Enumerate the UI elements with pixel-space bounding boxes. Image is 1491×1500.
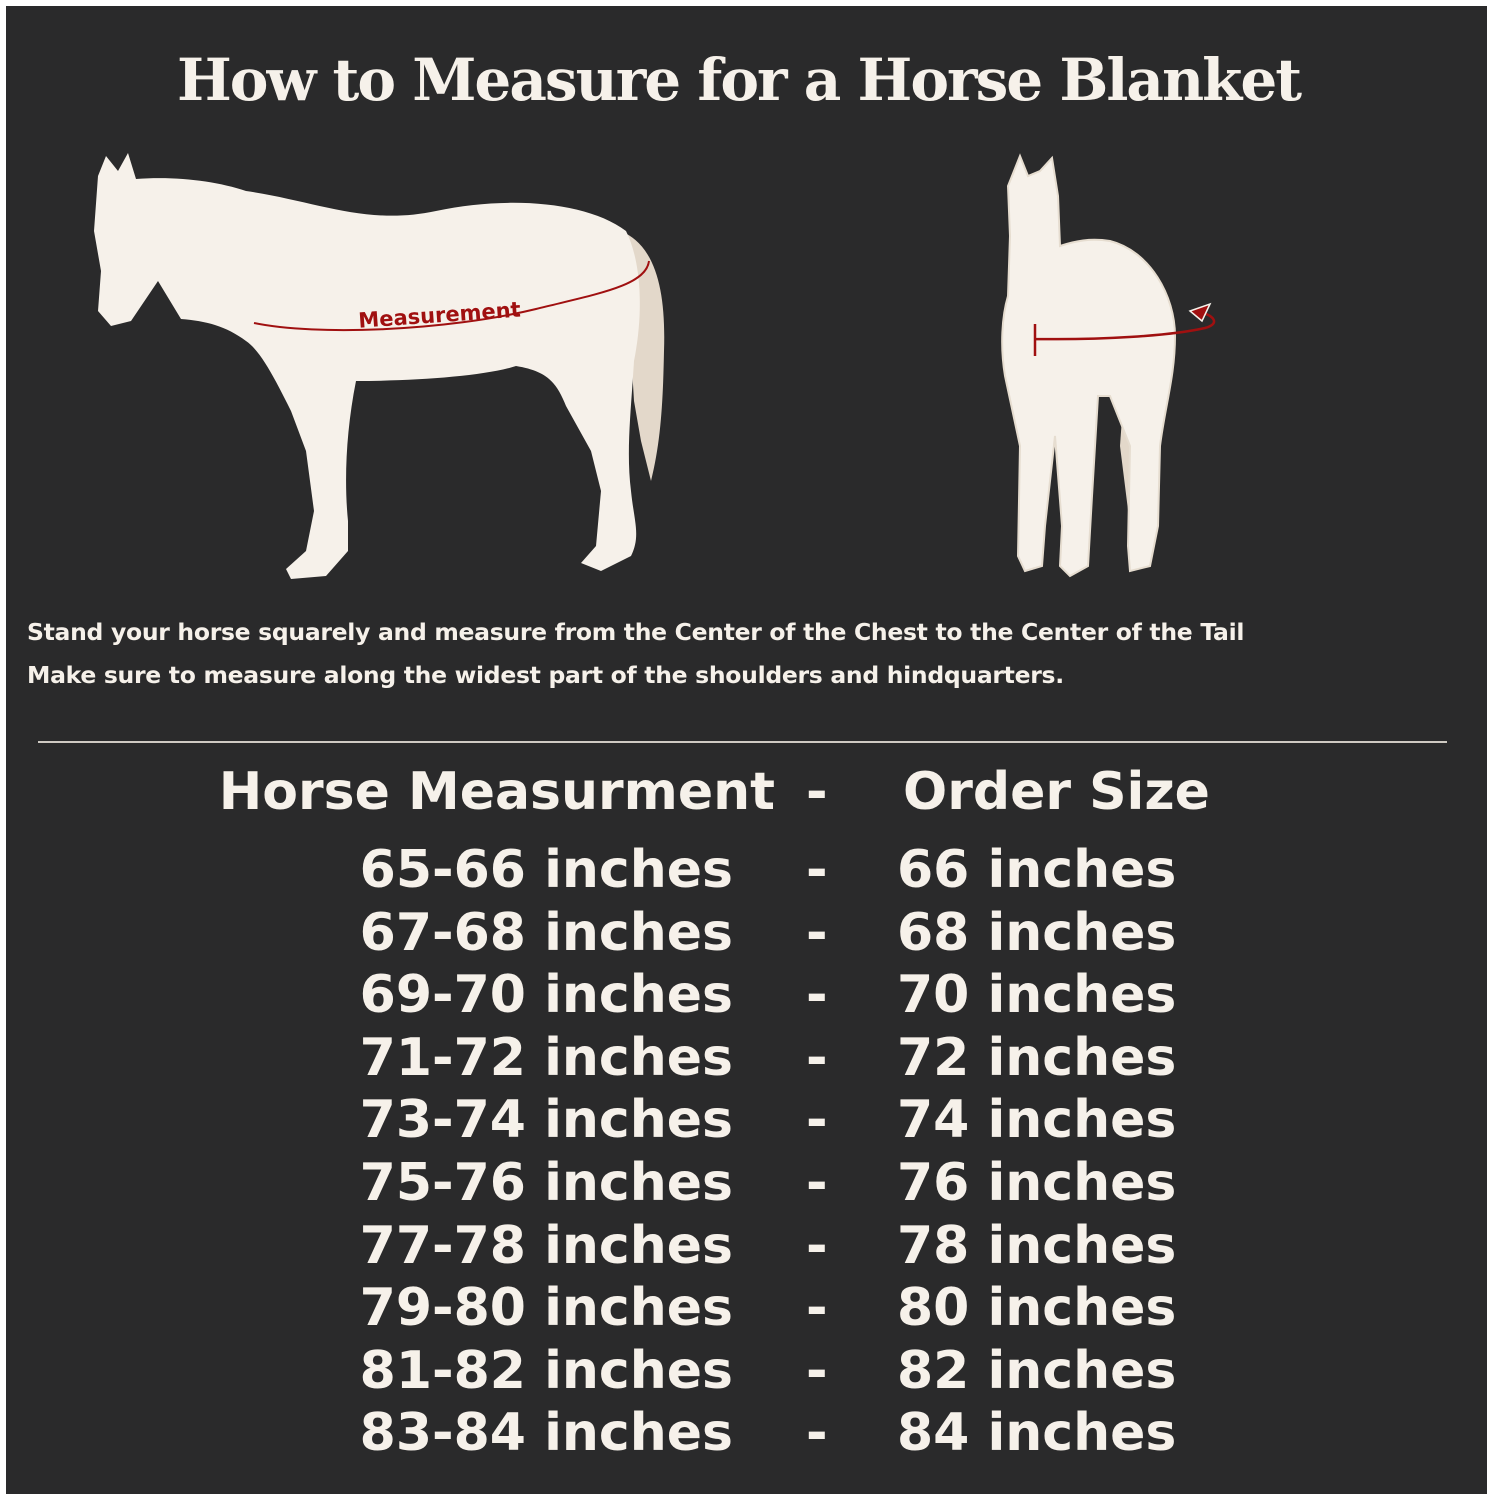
measurement-line (253, 260, 650, 332)
row-order-size: 80 inches (897, 1278, 1177, 1339)
table-row: 83-84 inches - 84 inches (6, 1402, 1487, 1464)
table-row: 81-82 inches - 82 inches (6, 1340, 1487, 1402)
divider (38, 741, 1447, 743)
table-row: 73-74 inches - 74 inches (6, 1089, 1487, 1151)
row-separator: - (806, 1215, 828, 1276)
front-horse-body (1001, 153, 1177, 578)
instruction-line-1: Stand your horse squarely and measure fr… (27, 618, 1245, 646)
header-separator: - (806, 762, 828, 822)
side-horse-illustration: Measurement (94, 153, 665, 579)
row-measurement: 83-84 inches (359, 1403, 733, 1464)
row-order-size: 78 inches (897, 1215, 1177, 1276)
row-order-size: 70 inches (897, 965, 1177, 1026)
arrow-head-icon (1188, 302, 1212, 323)
size-table-header: Horse Measurment - Order Size (6, 761, 1487, 823)
row-order-size: 82 inches (897, 1340, 1177, 1401)
table-row: 75-76 inches - 76 inches (6, 1152, 1487, 1214)
row-measurement: 65-66 inches (359, 840, 733, 900)
row-separator: - (806, 1153, 828, 1213)
row-order-size: 76 inches (897, 1153, 1177, 1213)
row-separator: - (806, 1278, 828, 1339)
row-order-size: 66 inches (897, 840, 1177, 900)
row-order-size: 68 inches (897, 902, 1177, 963)
table-row: 79-80 inches - 80 inches (6, 1277, 1487, 1339)
row-separator: - (806, 1340, 828, 1401)
page-title: How to Measure for a Horse Blanket (176, 46, 1302, 114)
row-separator: - (806, 1090, 828, 1151)
row-separator: - (806, 840, 828, 900)
table-row: 71-72 inches - 72 inches (6, 1027, 1487, 1089)
chest-measure-line (1033, 310, 1216, 356)
row-order-size: 74 inches (897, 1090, 1177, 1151)
row-separator: - (806, 965, 828, 1026)
row-separator: - (806, 902, 828, 963)
row-measurement: 73-74 inches (359, 1090, 733, 1151)
row-order-size: 84 inches (897, 1403, 1177, 1464)
row-measurement: 81-82 inches (359, 1340, 733, 1401)
row-order-size: 72 inches (897, 1027, 1177, 1088)
row-separator: - (806, 1403, 828, 1464)
row-measurement: 77-78 inches (359, 1215, 733, 1276)
header-order-size: Order Size (903, 762, 1210, 822)
row-measurement: 79-80 inches (359, 1278, 733, 1339)
row-measurement: 69-70 inches (359, 965, 733, 1026)
header-measurement: Horse Measurment (218, 762, 775, 822)
row-measurement: 71-72 inches (359, 1027, 733, 1088)
instruction-line-2: Make sure to measure along the widest pa… (27, 661, 1064, 689)
infographic: How to Measure for a Horse Blanket Measu… (6, 6, 1487, 1494)
row-separator: - (806, 1027, 828, 1088)
table-row: 65-66 inches - 66 inches (6, 839, 1487, 901)
side-horse-body (94, 153, 640, 579)
table-row: 77-78 inches - 78 inches (6, 1215, 1487, 1277)
front-horse-illustration (1001, 153, 1216, 578)
table-row: 69-70 inches - 70 inches (6, 964, 1487, 1026)
table-row: 67-68 inches - 68 inches (6, 902, 1487, 964)
row-measurement: 75-76 inches (359, 1153, 733, 1213)
row-measurement: 67-68 inches (359, 902, 733, 963)
